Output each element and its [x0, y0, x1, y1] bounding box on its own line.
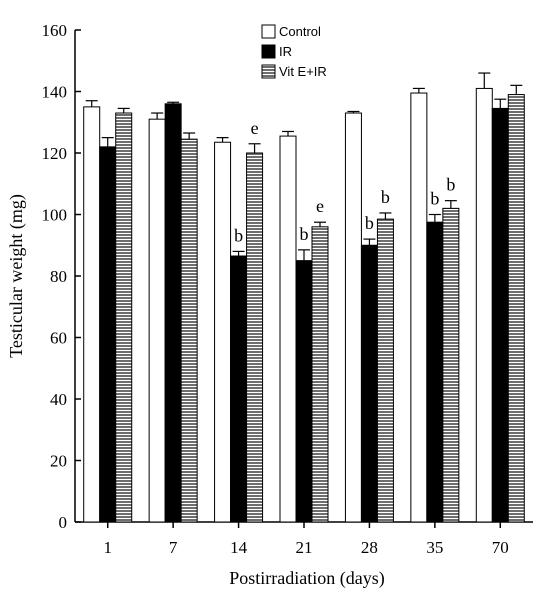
legend: Control IR Vit E+IR	[261, 24, 327, 79]
legend-swatch	[261, 44, 276, 59]
bar-vit-e-ir-day-1	[115, 112, 133, 523]
bar-vit-e-ir-day-21	[311, 226, 329, 523]
bar-vit-e-ir-day-14	[246, 152, 264, 523]
significance-label: b	[381, 187, 390, 207]
bar-vit-e-ir-day-70	[507, 94, 525, 523]
x-tick-label: 28	[361, 538, 378, 557]
bar-control-day-14	[214, 141, 232, 523]
legend-label: Vit E+IR	[279, 64, 327, 79]
y-tick-label: 40	[50, 390, 67, 409]
y-tick-label: 120	[42, 144, 68, 163]
x-tick-label: 14	[230, 538, 248, 557]
legend-swatch	[261, 64, 276, 79]
significance-label: e	[316, 196, 324, 216]
bar-ir-day-28	[360, 244, 378, 523]
y-tick-label: 100	[42, 206, 68, 225]
bar-vit-e-ir-day-35	[442, 207, 460, 523]
x-tick-label: 35	[426, 538, 443, 557]
significance-label: b	[300, 224, 309, 244]
x-tick-label: 7	[169, 538, 178, 557]
bar-control-day-7	[148, 118, 166, 523]
bar-vit-e-ir-day-28	[376, 218, 394, 523]
bar-ir-day-21	[295, 260, 313, 523]
bar-ir-day-35	[426, 221, 444, 523]
significance-label: b	[234, 225, 243, 245]
bar-vit-e-ir-day-7	[180, 138, 198, 523]
y-tick-label: 60	[50, 329, 67, 348]
bar-ir-day-14	[230, 255, 248, 523]
y-axis-label: Testicular weight (mg)	[6, 194, 27, 358]
legend-label: IR	[279, 44, 292, 59]
y-tick-label: 20	[50, 452, 67, 471]
bar-control-day-1	[83, 106, 101, 523]
axes: 0 20 40 60 80 100 120 140 160 1 7 14 21 28 35 70	[42, 21, 533, 557]
legend-swatch	[261, 24, 276, 39]
x-tick-label: 70	[492, 538, 509, 557]
x-tick-label: 21	[296, 538, 313, 557]
significance-label: b	[430, 189, 439, 209]
significance-label: b	[365, 213, 374, 233]
bar-ir-day-7	[164, 103, 182, 523]
bar-control-day-28	[344, 112, 362, 523]
bar-control-day-70	[475, 87, 493, 523]
x-tick-label: 1	[103, 538, 112, 557]
x-axis-label: Postirradiation (days)	[229, 568, 384, 589]
bar-ir-day-1	[99, 146, 117, 523]
y-tick-label: 160	[42, 21, 68, 40]
bar-control-day-21	[279, 135, 297, 523]
y-tick-label: 80	[50, 267, 67, 286]
significance-label: e	[251, 118, 259, 138]
significance-label: b	[446, 175, 455, 195]
legend-label: Control	[279, 24, 321, 39]
y-tick-label: 140	[42, 83, 68, 102]
bar-ir-day-70	[491, 107, 509, 523]
y-tick-label: 0	[59, 513, 68, 532]
bar-control-day-35	[410, 92, 428, 523]
